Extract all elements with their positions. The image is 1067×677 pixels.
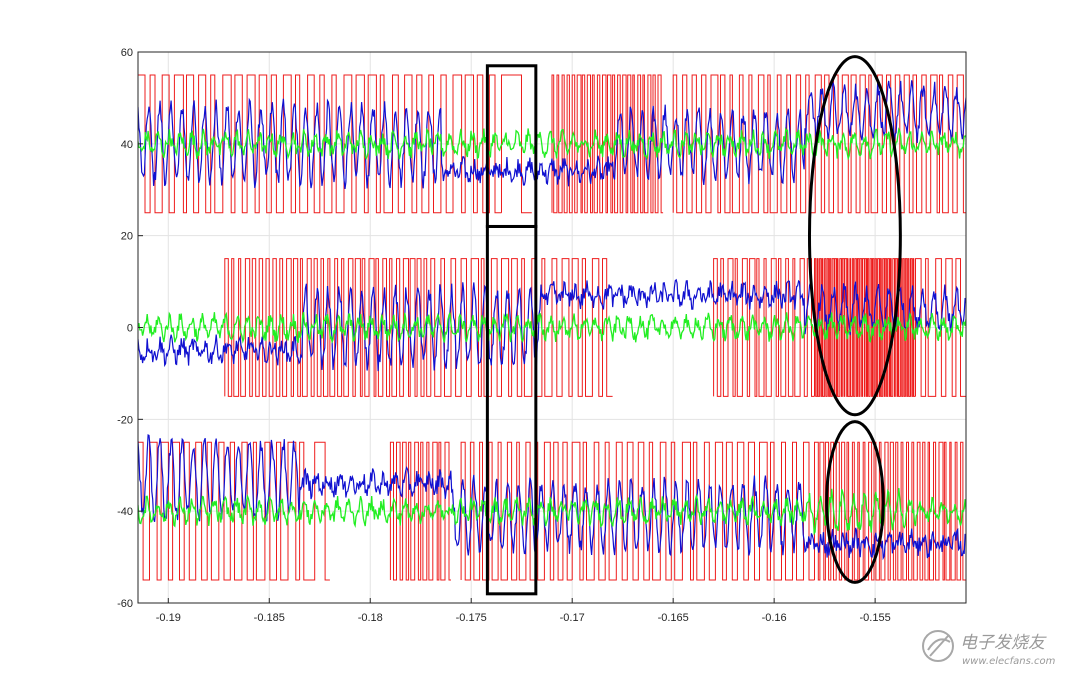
pwm-wave-2 (460, 441, 573, 581)
y-tick-label: 20 (121, 231, 133, 243)
watermark: 电子发烧友 www.elecfans.com (922, 630, 1056, 667)
highlight-ellipse-2 (807, 55, 902, 417)
pwm-wave-2 (571, 441, 815, 581)
y-tick-label: -60 (117, 598, 133, 610)
x-tick-label: -0.19 (156, 612, 181, 624)
pwm-wave-0 (672, 74, 825, 214)
pwm-wave-0 (824, 74, 966, 214)
watermark-logo-icon (922, 630, 954, 662)
highlight-ellipse-3 (825, 420, 885, 584)
pwm-wave-1 (224, 258, 431, 397)
pwm-wave-1 (915, 258, 966, 397)
highlight-rectangle-1 (485, 224, 538, 596)
x-tick-label: -0.185 (254, 612, 285, 624)
pwm-wave-1 (430, 258, 613, 397)
y-tick-label: -20 (117, 414, 133, 426)
current-trace-2 (138, 434, 966, 561)
y-tick-label: -40 (117, 506, 133, 518)
x-tick-label: -0.175 (456, 612, 487, 624)
x-tick-label: -0.165 (658, 612, 689, 624)
y-tick-label: 0 (127, 323, 133, 335)
voltage-trace-0 (138, 127, 966, 161)
annotations (485, 55, 902, 596)
x-tick-label: -0.17 (560, 612, 585, 624)
pwm-wave-1 (713, 258, 815, 397)
plot-area (138, 74, 966, 581)
watermark-text-url: www.elecfans.com (962, 656, 1056, 667)
pwm-wave-0 (551, 74, 664, 214)
pwm-wave-0 (501, 74, 532, 214)
tick-labels: -0.19 -0.185 -0.18 -0.175 -0.17 -0.165 -0.16 -0… (117, 47, 891, 624)
pwm-wave-1 (814, 258, 916, 397)
voltage-trace-1 (138, 311, 966, 344)
y-tick-label: 60 (121, 47, 133, 59)
pwm-wave-2 (138, 441, 300, 581)
y-tick-label: 40 (121, 139, 133, 151)
current-trace-0 (138, 80, 966, 189)
watermark-text-cn: 电子发烧友 (960, 633, 1047, 653)
pwm-wave-2 (389, 441, 451, 581)
x-tick-label: -0.16 (762, 612, 787, 624)
x-tick-label: -0.155 (860, 612, 891, 624)
pwm-wave-0 (138, 74, 502, 214)
x-tick-label: -0.18 (358, 612, 383, 624)
pwm-wave-2 (814, 441, 966, 581)
pwm-wave-2 (299, 441, 330, 581)
